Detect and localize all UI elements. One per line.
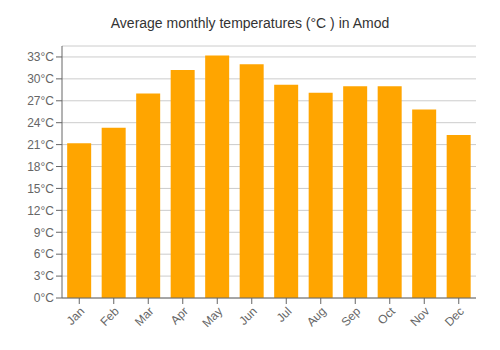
svg-text:Mar: Mar bbox=[132, 304, 157, 329]
svg-text:3°C: 3°C bbox=[34, 269, 54, 283]
svg-text:Jan: Jan bbox=[64, 304, 88, 328]
svg-text:Oct: Oct bbox=[375, 304, 399, 328]
svg-text:Dec: Dec bbox=[442, 304, 467, 329]
svg-text:6°C: 6°C bbox=[34, 247, 54, 261]
svg-text:Aug: Aug bbox=[304, 304, 329, 329]
svg-text:30°C: 30°C bbox=[27, 72, 54, 86]
svg-text:27°C: 27°C bbox=[27, 94, 54, 108]
svg-text:Nov: Nov bbox=[407, 304, 432, 329]
svg-text:18°C: 18°C bbox=[27, 160, 54, 174]
svg-text:33°C: 33°C bbox=[27, 50, 54, 64]
svg-text:0°C: 0°C bbox=[34, 291, 54, 305]
svg-text:Apr: Apr bbox=[168, 304, 191, 327]
svg-text:Jul: Jul bbox=[274, 304, 295, 325]
svg-text:21°C: 21°C bbox=[27, 138, 54, 152]
svg-text:Feb: Feb bbox=[97, 304, 122, 329]
svg-text:15°C: 15°C bbox=[27, 182, 54, 196]
svg-text:Jun: Jun bbox=[236, 304, 260, 328]
svg-text:May: May bbox=[199, 304, 225, 330]
html-text:Average monthly temperatures (: Average monthly temperatures (°C ) in Am… bbox=[110, 15, 390, 31]
svg-text:24°C: 24°C bbox=[27, 116, 54, 130]
svg-text:9°C: 9°C bbox=[34, 226, 54, 240]
svg-text:Sep: Sep bbox=[338, 304, 363, 329]
svg-text:12°C: 12°C bbox=[27, 204, 54, 218]
